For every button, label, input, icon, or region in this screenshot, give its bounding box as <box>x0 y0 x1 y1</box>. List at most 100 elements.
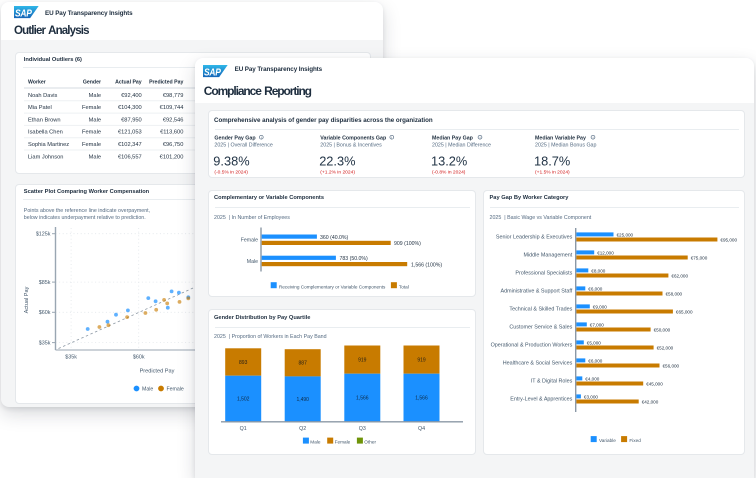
svg-text:€9,000: €9,000 <box>593 304 607 309</box>
svg-text:$85k: $85k <box>38 280 50 286</box>
svg-text:887: 887 <box>299 361 308 367</box>
svg-text:Female: Female <box>82 130 101 136</box>
svg-text:€6,000: €6,000 <box>588 358 602 363</box>
svg-text:1,502: 1,502 <box>237 397 250 403</box>
svg-text:€104,300: €104,300 <box>117 105 141 111</box>
svg-text:Total: Total <box>399 284 409 289</box>
svg-text:i: i <box>480 136 481 140</box>
svg-text:893: 893 <box>239 360 248 366</box>
svg-text:Other: Other <box>364 440 376 445</box>
svg-text:Male: Male <box>142 387 153 393</box>
svg-text:Sophia Martinez: Sophia Martinez <box>28 142 69 148</box>
svg-text:Gender Pay Gap: Gender Pay Gap <box>214 135 256 141</box>
svg-text:Gender: Gender <box>82 80 100 86</box>
svg-text:€106,557: €106,557 <box>117 154 141 160</box>
svg-text:Predicted Pay: Predicted Pay <box>139 369 174 375</box>
svg-text:Female: Female <box>82 142 101 148</box>
svg-text:€52,000: €52,000 <box>657 346 674 351</box>
svg-text:€98,779: €98,779 <box>162 93 183 99</box>
svg-text:Variable Components Gap: Variable Components Gap <box>320 135 387 141</box>
svg-text:Receiving Complementary or Var: Receiving Complementary or Variable Comp… <box>279 284 386 289</box>
svg-text:Q1: Q1 <box>240 426 247 432</box>
svg-text:1,566: 1,566 <box>415 396 428 402</box>
svg-text:Male: Male <box>88 93 100 99</box>
svg-text:Q2: Q2 <box>299 426 306 432</box>
svg-text:Female: Female <box>335 440 351 445</box>
svg-text:$60k: $60k <box>132 354 144 360</box>
svg-text:€92,400: €92,400 <box>121 93 142 99</box>
svg-text:$60k: $60k <box>38 310 50 316</box>
svg-text:€8,000: €8,000 <box>591 268 605 273</box>
svg-text:1,566: 1,566 <box>356 396 369 402</box>
svg-text:€75,000: €75,000 <box>691 256 708 261</box>
svg-text:€95,000: €95,000 <box>720 238 737 243</box>
svg-text:i: i <box>593 136 594 140</box>
svg-text:(+1.5% in 2024): (+1.5% in 2024) <box>535 170 570 176</box>
svg-text:Median Pay Gap: Median Pay Gap <box>432 135 474 141</box>
svg-text:Operational & Production Worke: Operational & Production Workers <box>491 343 573 349</box>
svg-text:Worker: Worker <box>28 80 46 86</box>
svg-text:€12,000: €12,000 <box>597 250 614 255</box>
svg-text:€42,000: €42,000 <box>642 400 659 405</box>
svg-text:9.38%: 9.38% <box>213 153 249 168</box>
svg-text:Customer Service & Sales: Customer Service & Sales <box>509 325 572 331</box>
svg-text:2025 | Overall Difference: 2025 | Overall Difference <box>214 142 272 148</box>
svg-text:$35k: $35k <box>65 354 77 360</box>
svg-text:Q4: Q4 <box>418 426 425 432</box>
svg-text:€25,000: €25,000 <box>617 232 634 237</box>
svg-text:Noah Davis: Noah Davis <box>28 93 58 99</box>
svg-text:Ethan Brown: Ethan Brown <box>28 117 61 123</box>
svg-text:Female: Female <box>82 105 101 111</box>
svg-text:€4,000: €4,000 <box>585 376 599 381</box>
svg-text:Q3: Q3 <box>359 426 366 432</box>
svg-text:€92,546: €92,546 <box>162 117 183 123</box>
svg-text:919: 919 <box>358 357 367 363</box>
svg-text:Middle Management: Middle Management <box>523 253 572 259</box>
svg-text:Predicted Pay: Predicted Pay <box>149 80 183 86</box>
svg-text:i: i <box>261 136 262 140</box>
svg-text:360 (40.0%): 360 (40.0%) <box>320 235 349 241</box>
svg-text:€109,744: €109,744 <box>159 105 183 111</box>
svg-text:SAP: SAP <box>15 8 33 19</box>
svg-text:€113,600: €113,600 <box>160 130 183 136</box>
svg-text:€121,053: €121,053 <box>117 130 141 136</box>
svg-text:909 (100%): 909 (100%) <box>394 241 421 247</box>
svg-text:Actual Pay: Actual Pay <box>115 80 142 86</box>
svg-text:Female: Female <box>241 238 258 244</box>
svg-text:1,566 (100%): 1,566 (100%) <box>411 262 442 268</box>
svg-text:(-0.8% in 2024): (-0.8% in 2024) <box>432 170 466 176</box>
svg-text:Liam Johnson: Liam Johnson <box>28 154 63 160</box>
svg-text:€62,000: €62,000 <box>671 274 688 279</box>
svg-text:13.2%: 13.2% <box>431 153 467 168</box>
svg-text:2025 | Median Bonus Gap: 2025 | Median Bonus Gap <box>535 142 597 148</box>
svg-text:i: i <box>391 136 392 140</box>
svg-text:783 (50.0%): 783 (50.0%) <box>340 256 369 262</box>
svg-text:€7,000: €7,000 <box>590 322 604 327</box>
svg-text:€56,000: €56,000 <box>663 364 680 369</box>
svg-text:2025 | Median Difference: 2025 | Median Difference <box>432 142 491 148</box>
svg-text:€3,000: €3,000 <box>584 394 598 399</box>
svg-text:1,490: 1,490 <box>296 397 309 403</box>
svg-text:€5,000: €5,000 <box>587 340 601 345</box>
svg-text:Healthcare & Social Services: Healthcare & Social Services <box>503 361 573 367</box>
svg-text:Fixed: Fixed <box>629 438 641 443</box>
svg-text:919: 919 <box>417 357 426 363</box>
svg-text:SAP: SAP <box>204 67 222 78</box>
svg-text:22.3%: 22.3% <box>319 153 355 168</box>
svg-text:€58,000: €58,000 <box>666 292 683 297</box>
svg-text:Mia Patel: Mia Patel <box>28 105 52 111</box>
svg-text:Technical & Skilled Trades: Technical & Skilled Trades <box>509 307 572 313</box>
svg-text:Male: Male <box>247 259 258 265</box>
svg-text:18.7%: 18.7% <box>534 153 570 168</box>
svg-text:Female: Female <box>166 387 183 393</box>
svg-text:€50,000: €50,000 <box>654 328 671 333</box>
svg-text:Administrative & Support Staff: Administrative & Support Staff <box>500 289 572 295</box>
svg-text:2025 | Bonus & Incentives: 2025 | Bonus & Incentives <box>320 142 382 148</box>
svg-text:Senior Leadership & Executives: Senior Leadership & Executives <box>496 235 573 241</box>
svg-text:Entry-Level & Apprentices: Entry-Level & Apprentices <box>510 397 572 403</box>
svg-text:$125k: $125k <box>35 232 50 238</box>
svg-text:Median Variable Pay: Median Variable Pay <box>535 135 586 141</box>
svg-text:Variable: Variable <box>599 438 616 443</box>
svg-text:$35k: $35k <box>38 341 50 347</box>
svg-text:€102,347: €102,347 <box>117 142 141 148</box>
